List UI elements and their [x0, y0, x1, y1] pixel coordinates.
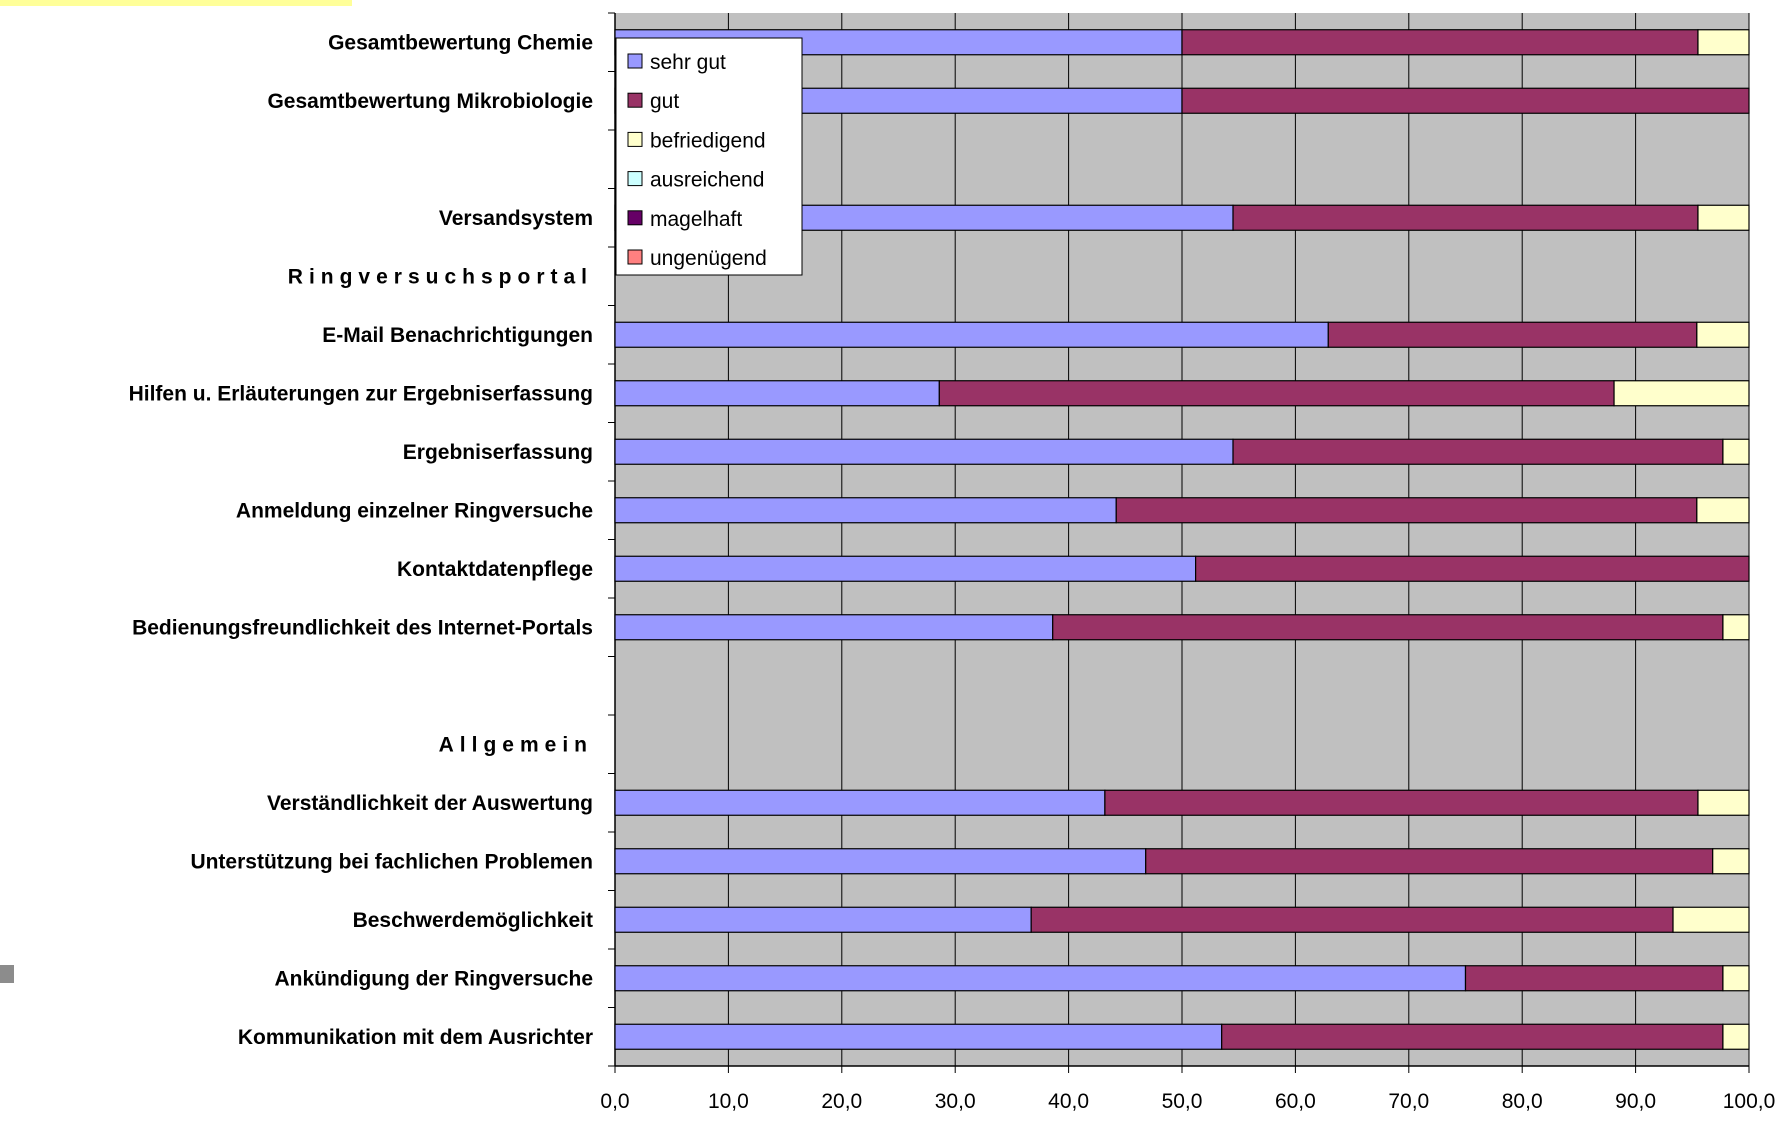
bar-segment [1327, 321, 1698, 348]
category-label: Anmeldung einzelner Ringversuche [236, 499, 593, 522]
bar-segment [614, 1023, 1223, 1050]
x-tick-label: 30,0 [935, 1090, 976, 1113]
category-label: Verständlichkeit der Auswertung [267, 792, 593, 815]
category-label: Versandsystem [439, 207, 593, 230]
bar-segment [1181, 29, 1699, 56]
bar-segment [1722, 965, 1750, 992]
category-label: Ankündigung der Ringversuche [274, 967, 593, 990]
bar-segment [938, 380, 1615, 407]
x-tick-label: 50,0 [1162, 1090, 1203, 1113]
legend-swatch [627, 249, 643, 265]
bar-segment [1195, 555, 1750, 582]
bar-segment [1696, 321, 1750, 348]
category-label: Gesamtbewertung Chemie [328, 31, 593, 54]
category-label: Kommunikation mit dem Ausrichter [238, 1026, 593, 1049]
bar-segment [614, 497, 1117, 524]
bar-segment [614, 555, 1197, 582]
bar-segment [614, 380, 940, 407]
bar-segment [614, 789, 1106, 816]
category-label: Unterstützung bei fachlichen Problemen [190, 850, 593, 873]
legend-swatch [627, 53, 643, 69]
bar-segment [1672, 906, 1750, 933]
bar-segment [1232, 438, 1724, 465]
x-tick-label: 10,0 [708, 1090, 749, 1113]
category-label: Gesamtbewertung Mikrobiologie [267, 90, 593, 113]
x-tick-label: 40,0 [1048, 1090, 1089, 1113]
x-tick-label: 70,0 [1388, 1090, 1429, 1113]
legend-swatch [627, 92, 643, 108]
bar-segment [1181, 87, 1750, 114]
bar-segment [1613, 380, 1750, 407]
bar-segment [1115, 497, 1698, 524]
bar-segment [614, 965, 1467, 992]
x-tick-label: 0,0 [600, 1090, 629, 1113]
bar-segment [1697, 789, 1750, 816]
bar-segment [1722, 438, 1750, 465]
legend-label: befriedigend [650, 129, 766, 152]
x-tick-label: 90,0 [1615, 1090, 1656, 1113]
bar-segment [1712, 848, 1750, 875]
section-header-label: Allgemein [439, 733, 593, 756]
legend-box [615, 37, 803, 276]
category-label: Ergebniserfassung [403, 441, 593, 464]
top-accent-bar [0, 0, 352, 6]
bar-segment [614, 906, 1032, 933]
bar-segment [614, 614, 1054, 641]
bar-segment [614, 438, 1234, 465]
category-label: Bedienungsfreundlichkeit des Internet-Po… [132, 616, 593, 639]
bar-segment [1464, 965, 1724, 992]
legend-swatch [627, 171, 643, 187]
legend-label: ausreichend [650, 169, 764, 192]
legend-label: sehr gut [650, 51, 726, 74]
legend-label: gut [650, 90, 679, 113]
bar-segment [1052, 614, 1724, 641]
x-tick-label: 80,0 [1502, 1090, 1543, 1113]
category-label: E-Mail Benachrichtigungen [322, 324, 593, 347]
bar-segment [1722, 614, 1750, 641]
x-tick-label: 60,0 [1275, 1090, 1316, 1113]
x-tick-label: 20,0 [821, 1090, 862, 1113]
bar-segment [1104, 789, 1699, 816]
bar-segment [614, 321, 1329, 348]
bar-segment [1696, 497, 1750, 524]
legend-swatch [627, 131, 643, 147]
slide-marker [0, 965, 14, 983]
bar-segment [1697, 29, 1750, 56]
category-label: Hilfen u. Erläuterungen zur Ergebniserfa… [129, 382, 593, 405]
category-label: Beschwerdemöglichkeit [353, 909, 593, 932]
legend-swatch [627, 210, 643, 226]
x-tick-label: 100,0 [1723, 1090, 1776, 1113]
bar-segment [1722, 1023, 1750, 1050]
category-label: Kontaktdatenpflege [397, 558, 593, 581]
bar-segment [1232, 204, 1699, 231]
bar-segment [1221, 1023, 1724, 1050]
bar-segment [1145, 848, 1714, 875]
bar-segment [1697, 204, 1750, 231]
legend-label: magelhaft [650, 208, 742, 231]
section-header-label: Ringversuchsportal [288, 265, 593, 288]
bar-segment [1030, 906, 1674, 933]
legend-label: ungenügend [650, 247, 767, 270]
bar-segment [614, 848, 1147, 875]
